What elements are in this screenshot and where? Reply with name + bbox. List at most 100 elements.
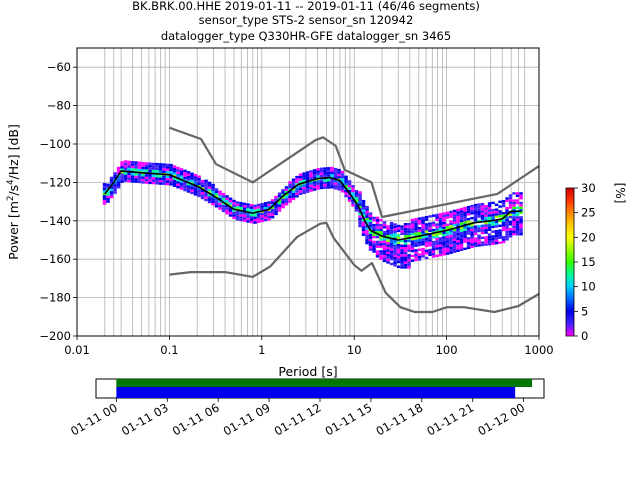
coverage-time-ticks: 01-11 00 01-11 03 01-11 06 01-11 09 01-11 12… bbox=[68, 398, 527, 438]
heatmap-cell bbox=[123, 174, 128, 178]
heatmap-cell bbox=[438, 217, 443, 221]
coverage-tick-label: 01-11 18 bbox=[374, 400, 426, 438]
heatmap-cell bbox=[452, 240, 457, 244]
heatmap-cell bbox=[407, 256, 411, 259]
heatmap-cell bbox=[193, 190, 198, 194]
heatmap-cell bbox=[512, 199, 516, 202]
heatmap-cell bbox=[207, 184, 212, 187]
heatmap-cell bbox=[127, 163, 131, 166]
heatmap-cell bbox=[316, 180, 320, 183]
heatmap-cell bbox=[330, 183, 334, 186]
heatmap-cell bbox=[351, 192, 355, 195]
heatmap-cell bbox=[358, 198, 362, 201]
heatmap-cell bbox=[169, 183, 173, 186]
heatmap-cell bbox=[410, 230, 415, 234]
heatmap-cell bbox=[333, 184, 338, 188]
heatmap-cell bbox=[452, 248, 457, 251]
heatmap-cell bbox=[428, 222, 432, 225]
x-axis-ticks: 0.01 0.1 1 10 100 1000 bbox=[64, 336, 554, 357]
heatmap-cell bbox=[330, 169, 334, 172]
heatmap-cell bbox=[417, 255, 422, 259]
heatmap-cell bbox=[505, 228, 509, 231]
heatmap-cell bbox=[120, 175, 124, 179]
heatmap-cell bbox=[435, 242, 439, 245]
heatmap-cell bbox=[431, 250, 436, 253]
heatmap-cell bbox=[389, 262, 394, 266]
heatmap-cell bbox=[473, 206, 478, 209]
heatmap-cell bbox=[169, 180, 173, 184]
heatmap-cell bbox=[372, 247, 376, 251]
heatmap-cell bbox=[463, 221, 467, 224]
heatmap-cell bbox=[246, 213, 250, 216]
heatmap-cell bbox=[148, 176, 152, 180]
heatmap-cell bbox=[361, 199, 366, 203]
heatmap-cell bbox=[505, 209, 509, 212]
heatmap-cell bbox=[473, 215, 478, 219]
heatmap-cell bbox=[130, 177, 135, 181]
heatmap-cell bbox=[382, 259, 387, 263]
heatmap-cell bbox=[284, 191, 289, 194]
heatmap-cell bbox=[288, 186, 292, 189]
heatmap-cell bbox=[267, 203, 271, 207]
heatmap-cell bbox=[491, 237, 495, 241]
heatmap-cell bbox=[281, 189, 285, 192]
heatmap-cell bbox=[372, 219, 376, 222]
heatmap-cell bbox=[123, 179, 128, 182]
data-coverage-strip: 01-11 00 01-11 03 01-11 06 01-11 09 01-11 12… bbox=[68, 378, 545, 438]
heatmap-cell bbox=[501, 238, 506, 241]
heatmap-cell bbox=[113, 184, 117, 187]
heatmap-cell bbox=[190, 175, 194, 178]
heatmap-cell bbox=[515, 192, 520, 195]
heatmap-cell bbox=[207, 186, 212, 189]
heatmap-cell bbox=[134, 175, 138, 179]
heatmap-cell bbox=[424, 240, 429, 243]
heatmap-cell bbox=[501, 224, 506, 227]
heatmap-cell bbox=[158, 182, 163, 185]
heatmap-cell bbox=[389, 238, 394, 242]
heatmap-cell bbox=[340, 190, 345, 193]
heatmap-cell bbox=[449, 222, 453, 226]
heatmap-cell bbox=[365, 208, 369, 211]
heatmap-cell bbox=[340, 175, 345, 179]
heatmap-cell bbox=[144, 174, 149, 177]
heatmap-cell bbox=[400, 263, 404, 267]
heatmap-cell bbox=[179, 168, 184, 171]
heatmap-cell bbox=[368, 212, 373, 215]
heatmap-cell bbox=[431, 221, 436, 225]
heatmap-cell bbox=[158, 170, 163, 173]
heatmap-cell bbox=[491, 216, 495, 219]
heatmap-cell bbox=[372, 223, 376, 227]
heatmap-cell bbox=[410, 228, 415, 231]
heatmap-cell bbox=[134, 161, 138, 164]
heatmap-cell bbox=[480, 210, 485, 213]
heatmap-cell bbox=[228, 204, 233, 208]
heatmap-cell bbox=[270, 216, 275, 219]
heatmap-cell bbox=[263, 211, 268, 215]
heatmap-cell bbox=[337, 188, 341, 191]
heatmap-cell bbox=[400, 244, 404, 247]
heatmap-cell bbox=[193, 181, 198, 184]
heatmap-cell bbox=[407, 247, 411, 250]
heatmap-cell bbox=[337, 171, 341, 174]
y-label-part-2: /s bbox=[6, 185, 21, 196]
heatmap-cell bbox=[295, 178, 299, 181]
heatmap-cell bbox=[498, 210, 502, 213]
heatmap-cell bbox=[260, 207, 264, 211]
heatmap-cell bbox=[197, 177, 201, 181]
heatmap-cell bbox=[134, 163, 138, 167]
heatmap-cell bbox=[291, 185, 296, 189]
heatmap-cell bbox=[127, 160, 131, 164]
heatmap-cell bbox=[470, 238, 474, 241]
heatmap-cell bbox=[162, 165, 166, 169]
heatmap-cell bbox=[491, 242, 495, 245]
heatmap-cell bbox=[256, 203, 261, 207]
heatmap-cell bbox=[375, 240, 380, 244]
heatmap-cell bbox=[508, 220, 513, 224]
heatmap-cell bbox=[144, 181, 149, 184]
heatmap-cell bbox=[431, 248, 436, 251]
heatmap-cell bbox=[309, 189, 313, 192]
heatmap-cell bbox=[452, 219, 457, 222]
heatmap-cell bbox=[421, 255, 425, 258]
heatmap-cell bbox=[326, 169, 331, 172]
heatmap-cell bbox=[246, 203, 250, 206]
